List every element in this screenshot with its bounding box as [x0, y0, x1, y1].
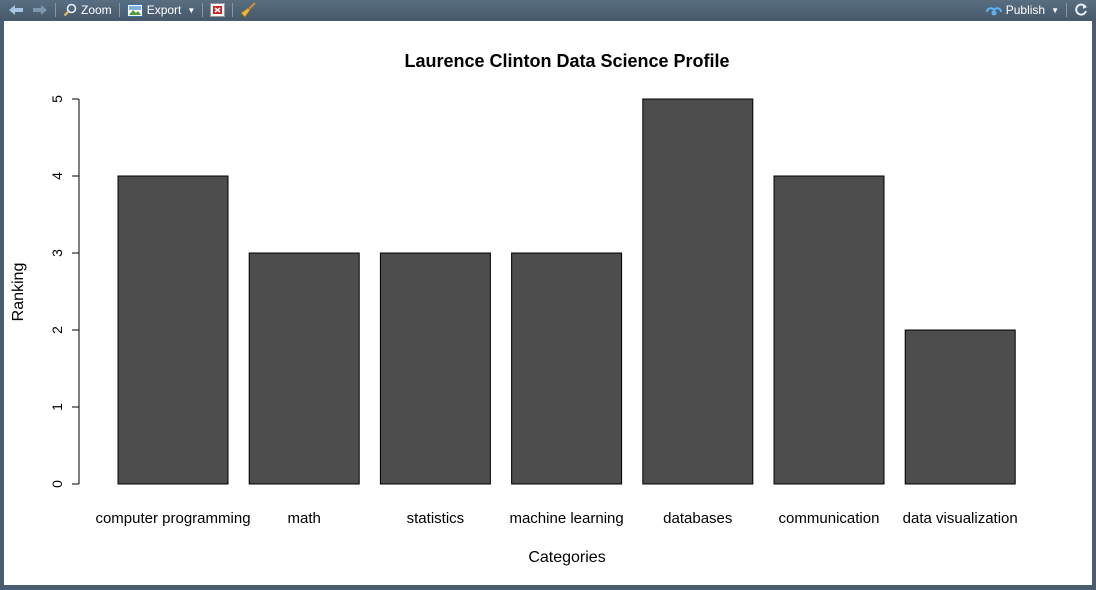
- bar: [248, 252, 360, 485]
- broom-icon: [240, 2, 257, 18]
- magnifier-icon: [63, 3, 77, 17]
- x-axis-label: Categories: [528, 549, 605, 566]
- x-tick-label: databases: [663, 510, 732, 527]
- bar: [511, 252, 623, 485]
- arrow-left-icon: [9, 5, 23, 15]
- plot-viewer: Laurence Clinton Data Science Profile Ra…: [4, 21, 1092, 585]
- export-label: Export: [146, 3, 182, 17]
- image-export-icon: [126, 3, 143, 17]
- remove-plot-icon: [210, 3, 226, 17]
- toolbar-separator: [55, 3, 56, 17]
- toolbar-separator: [118, 3, 120, 17]
- y-tick-label: 5: [49, 95, 65, 103]
- plot-toolbar: Zoom Export ▼ Publish ▼: [0, 0, 1096, 20]
- bar: [379, 252, 491, 485]
- y-tick-label: 3: [49, 249, 65, 257]
- bar: [904, 329, 1016, 485]
- chart-title: Laurence Clinton Data Science Profile: [404, 51, 729, 71]
- toolbar-separator: [202, 3, 204, 17]
- publish-label: Publish: [1005, 3, 1046, 17]
- back-button[interactable]: [4, 1, 28, 19]
- y-tick-label: 4: [49, 172, 65, 180]
- y-axis-label: Ranking: [10, 263, 27, 322]
- x-tick-label: data visualization: [903, 510, 1018, 527]
- y-tick-label: 0: [49, 480, 65, 488]
- export-button[interactable]: Export ▼: [123, 1, 200, 19]
- chevron-down-icon: ▼: [1051, 5, 1059, 15]
- bar: [642, 98, 754, 485]
- publish-button[interactable]: Publish ▼: [982, 1, 1063, 19]
- x-tick-label: communication: [779, 510, 880, 527]
- x-tick-labels: computer programming math statistics machin…: [95, 510, 1017, 527]
- arrow-right-icon: [33, 5, 47, 15]
- toolbar-separator: [1066, 3, 1067, 17]
- zoom-label: Zoom: [81, 3, 112, 17]
- remove-plot-button[interactable]: [206, 1, 229, 19]
- zoom-button[interactable]: Zoom: [59, 1, 116, 19]
- toolbar-separator: [232, 3, 234, 17]
- x-tick-label: computer programming: [95, 510, 250, 527]
- bar: [117, 175, 229, 485]
- y-tick-label: 2: [49, 326, 65, 334]
- forward-button[interactable]: [28, 1, 52, 19]
- x-tick-label: math: [288, 510, 321, 527]
- clear-all-button[interactable]: [236, 1, 260, 19]
- publish-icon: [985, 7, 1002, 16]
- y-axis: 0 1 2 3 4 5: [49, 95, 80, 488]
- y-tick-label: 1: [49, 403, 65, 411]
- bar: [773, 175, 885, 485]
- x-tick-label: machine learning: [509, 510, 623, 527]
- refresh-button[interactable]: [1070, 1, 1092, 19]
- bars-group: [117, 98, 1016, 485]
- bar-chart: Laurence Clinton Data Science Profile Ra…: [10, 51, 1018, 566]
- chevron-down-icon: ▼: [187, 5, 196, 15]
- x-tick-label: statistics: [407, 510, 465, 527]
- refresh-icon: [1075, 3, 1087, 16]
